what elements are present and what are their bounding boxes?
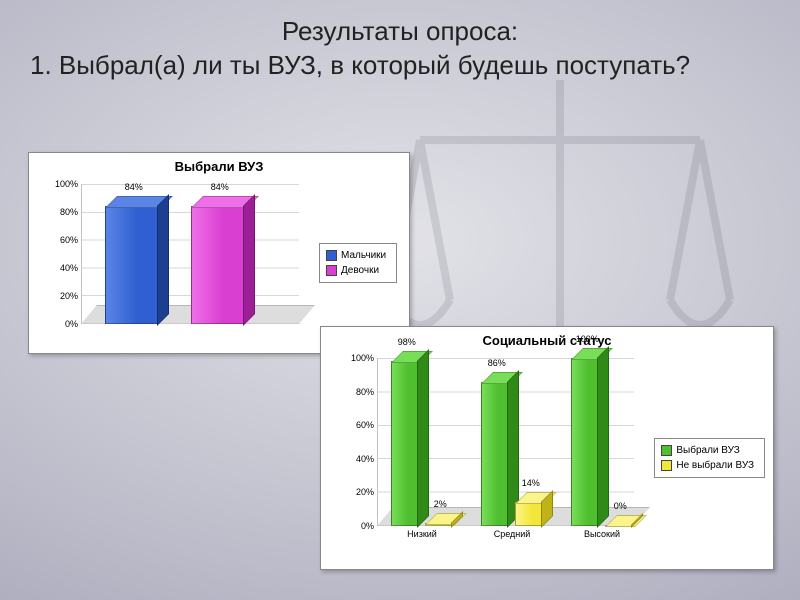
bar: 14% — [515, 502, 543, 526]
y-tick-label: 80% — [60, 207, 81, 217]
chart1-plot: 0%20%40%60%80%100%84%84% — [81, 184, 299, 324]
slide-title: Результаты опроса: 1. Выбрал(а) ли ты ВУ… — [30, 16, 770, 82]
y-tick-label: 20% — [60, 291, 81, 301]
chart-social-status: Социальный статус 0% 20% 40% 60% 80% 100% 98% 2… — [320, 326, 774, 570]
title-line-1: Результаты опроса: — [30, 16, 770, 47]
bar: 100% — [571, 358, 599, 526]
chart2-title: Социальный статус — [321, 333, 773, 348]
y-tick-label: 20% — [356, 487, 377, 497]
bar: 98% — [391, 361, 419, 526]
y-tick-label: 60% — [60, 235, 81, 245]
legend-label: Девочки — [341, 265, 379, 276]
bar: 84% — [191, 206, 245, 324]
chart2-plot: 0%20%40%60%80%100%98%2%Низкий86%14%Средн… — [377, 358, 634, 526]
legend-swatch — [661, 445, 672, 456]
chart1-legend: Мальчики Девочки — [319, 243, 397, 283]
legend-label: Не выбрали ВУЗ — [676, 460, 754, 471]
legend-label: Мальчики — [341, 250, 386, 261]
y-tick-label: 0% — [65, 319, 81, 329]
y-tick-label: 0% — [361, 521, 377, 531]
legend-swatch — [326, 250, 337, 261]
legend-item: Выбрали ВУЗ — [661, 445, 754, 456]
x-tick-label: Низкий — [407, 526, 437, 539]
chart2-legend: Выбрали ВУЗ Не выбрали ВУЗ — [654, 438, 765, 478]
y-tick-label: 80% — [356, 387, 377, 397]
bar-value-label: 2% — [434, 499, 447, 509]
y-tick-label: 40% — [60, 263, 81, 273]
title-line-2: 1. Выбрал(а) ли ты ВУЗ, в который будешь… — [30, 49, 770, 82]
chart1-title: Выбрали ВУЗ — [29, 159, 409, 174]
x-tick-label: Средний — [494, 526, 531, 539]
bar-value-label: 86% — [488, 358, 506, 368]
bar-value-label: 98% — [398, 337, 416, 347]
bar-value-label: 100% — [576, 334, 599, 344]
bar-value-label: 14% — [522, 478, 540, 488]
legend-item: Девочки — [326, 265, 386, 276]
bar-value-label: 84% — [211, 182, 229, 192]
chart-chose-university: Выбрали ВУЗ 0% 20% 40% 60% 80% 100% 84% 84% Мал… — [28, 152, 410, 354]
y-tick-label: 100% — [351, 353, 377, 363]
bar: 84% — [105, 206, 159, 324]
bar-value-label: 84% — [125, 182, 143, 192]
legend-swatch — [661, 460, 672, 471]
x-tick-label: Высокий — [584, 526, 620, 539]
bar-value-label: 0% — [614, 501, 627, 511]
legend-item: Не выбрали ВУЗ — [661, 460, 754, 471]
legend-label: Выбрали ВУЗ — [676, 445, 739, 456]
legend-swatch — [326, 265, 337, 276]
y-tick-label: 60% — [356, 420, 377, 430]
bar: 86% — [481, 382, 509, 526]
y-tick-label: 40% — [356, 454, 377, 464]
y-tick-label: 100% — [55, 179, 81, 189]
legend-item: Мальчики — [326, 250, 386, 261]
